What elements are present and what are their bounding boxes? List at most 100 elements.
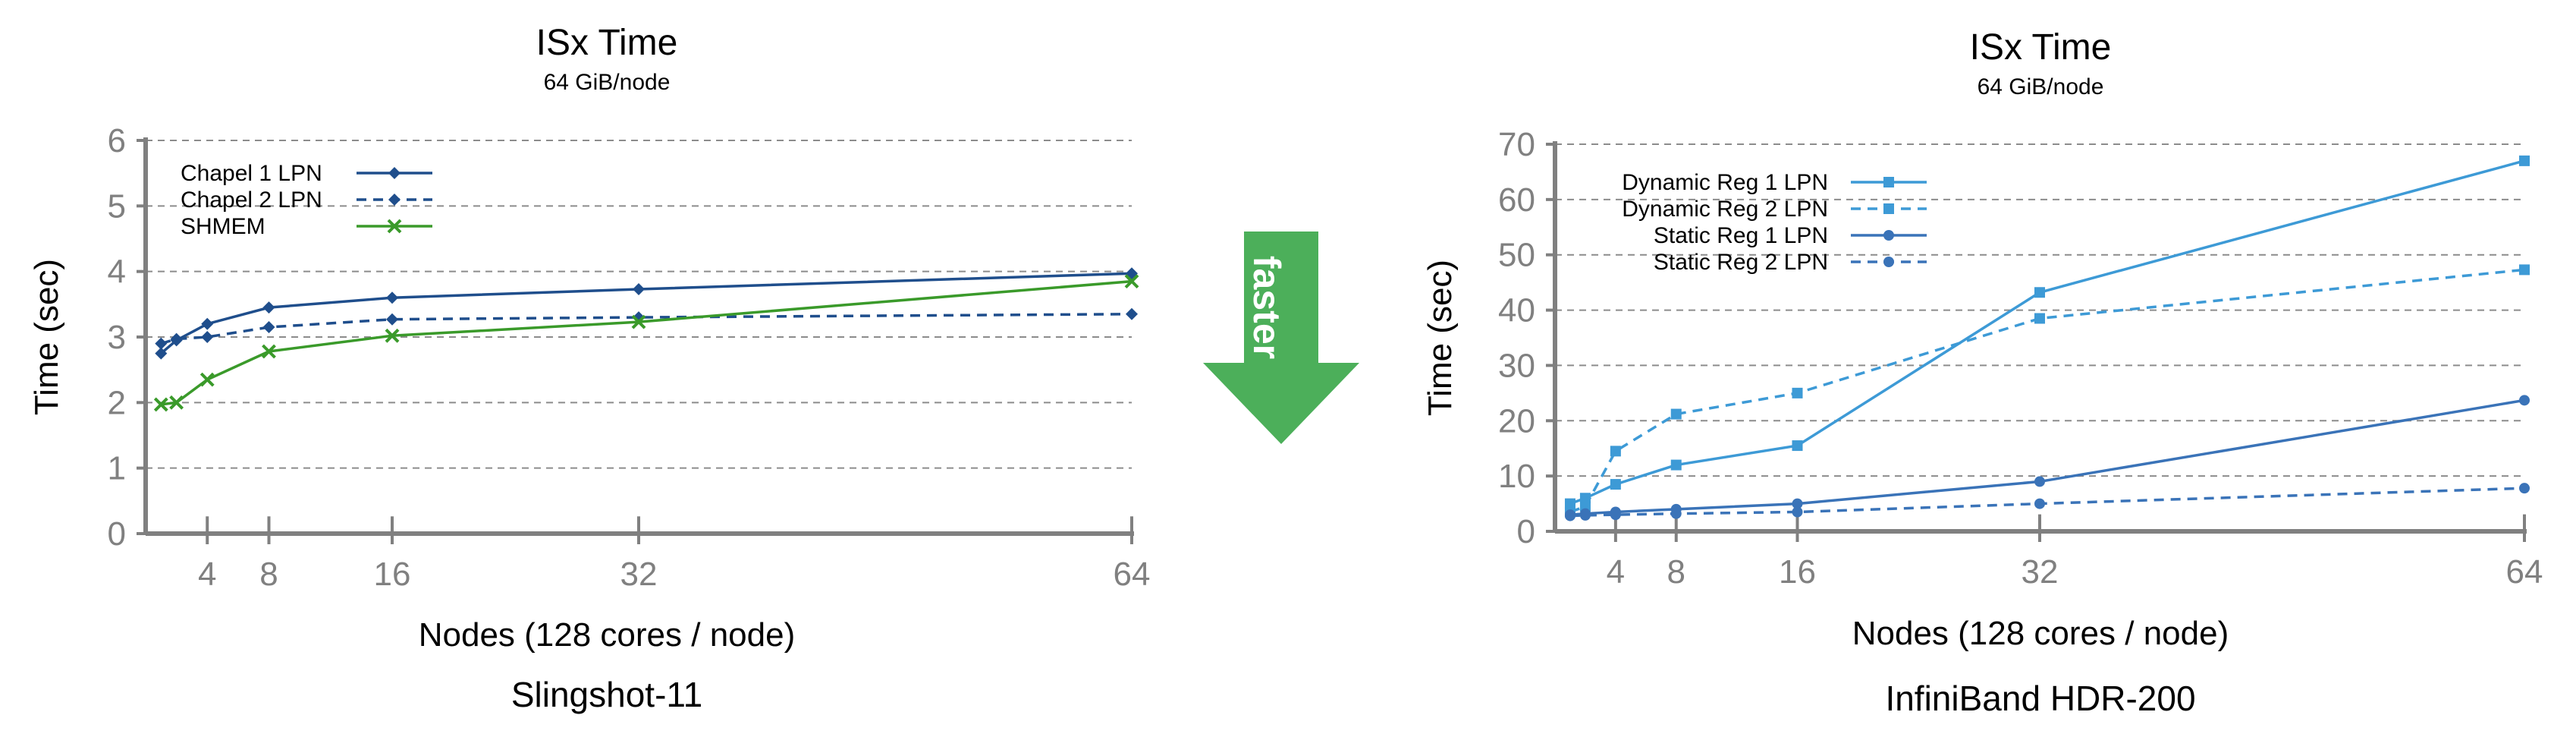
data-point-2 [262,344,276,359]
data-point-1 [1126,307,1138,320]
y-tick-label: 1 [108,450,126,487]
data-point-0 [155,347,168,360]
x-tick-label: 16 [1779,553,1816,591]
data-point-3 [1564,510,1575,521]
legend-swatch-marker [1883,230,1894,241]
data-point-0 [386,291,398,304]
x-tick-label: 64 [1114,556,1151,593]
x-tick-label: 4 [198,556,216,593]
data-point-2 [385,328,400,343]
legend-label: Dynamic Reg 1 LPN [1622,170,1828,195]
data-point-2 [631,314,646,329]
data-point-1 [1792,387,1803,399]
x-axis-label: Nodes (128 cores / node) [1852,615,2229,652]
data-point-2 [169,395,184,410]
chart-caption: Slingshot-11 [511,675,702,714]
data-point-3 [2034,498,2045,509]
x-tick-label: 64 [2506,553,2543,591]
y-tick-label: 30 [1498,347,1535,384]
legend-swatch-marker [388,194,401,206]
x-tick-label: 32 [2022,553,2059,591]
data-point-2 [153,397,168,412]
chart-subtitle: 64 GiB/node [1978,74,2104,99]
data-point-0 [1792,440,1803,452]
data-point-3 [1670,508,1682,519]
data-point-1 [262,321,275,334]
x-tick-label: 4 [1607,553,1625,591]
chart-title: ISx Time [1970,27,2112,68]
data-point-3 [1579,509,1591,521]
x-tick-label: 32 [620,556,658,593]
data-point-1 [2034,313,2045,324]
series-line-3 [1569,487,2525,518]
legend-swatch-marker [388,167,401,179]
data-point-0 [201,317,214,330]
data-point-1 [155,337,168,350]
data-point-3 [2519,483,2530,494]
chart-infiniband: ISx Time 64 GiB/node 0 10 20 30 40 50 60 70 4 8 16 32… [1422,27,2543,718]
y-tick-label: 3 [108,319,126,356]
y-tick-label: 2 [108,384,126,421]
y-axis-label: Time (sec) [1422,260,1459,416]
faster-arrow-shape [1203,232,1359,444]
legend-label: Static Reg 2 LPN [1654,250,1828,275]
data-point-0 [2519,155,2530,166]
y-tick-label: 4 [108,254,126,291]
series-line-1 [160,313,1132,345]
y-tick-label: 60 [1498,181,1535,219]
data-point-3 [1610,509,1621,521]
legend-label: Static Reg 1 LPN [1654,223,1828,248]
chart-title: ISx Time [536,23,678,63]
x-tick-label: 8 [259,556,278,593]
data-point-2 [1124,274,1139,289]
chart-subtitle: 64 GiB/node [544,70,671,95]
y-axis-label: Time (sec) [28,259,65,415]
data-point-2 [2034,476,2045,487]
data-point-0 [1610,479,1621,490]
data-point-2 [199,372,215,387]
data-point-0 [262,301,275,314]
legend-label: SHMEM [181,214,265,239]
series-line-0 [160,272,1132,354]
x-tick-label: 16 [374,556,411,593]
series-line-2 [161,279,1132,406]
y-tick-label: 6 [108,122,126,159]
y-tick-label: 0 [108,515,126,553]
legend-label: Chapel 2 LPN [181,187,322,213]
y-tick-label: 10 [1498,458,1535,495]
faster-arrow: faster [1203,232,1359,444]
y-tick-label: 0 [1517,513,1535,550]
data-point-0 [1670,459,1682,471]
data-point-1 [1610,446,1621,457]
data-point-1 [1670,408,1682,420]
data-point-2 [1792,498,1803,509]
legend-swatch-marker [387,219,402,234]
chart-caption: InfiniBand HDR-200 [1885,679,2195,718]
legend-label: Chapel 1 LPN [181,161,322,186]
faster-arrow-label: faster [1246,256,1288,359]
legend-label: Dynamic Reg 2 LPN [1622,197,1828,222]
y-tick-label: 5 [108,187,126,225]
data-point-3 [1792,506,1803,518]
legend-swatch-marker [1883,257,1894,267]
legend-swatch-marker [1883,177,1894,187]
data-point-0 [633,282,645,295]
x-axis-label: Nodes (128 cores / node) [419,616,796,654]
data-point-1 [170,332,183,345]
data-point-1 [201,331,214,343]
data-point-1 [2519,264,2530,276]
x-tick-label: 8 [1667,553,1685,591]
data-point-2 [2519,395,2530,406]
data-point-1 [386,313,398,326]
data-point-0 [1564,498,1575,509]
y-tick-label: 50 [1498,237,1535,274]
series-line-2 [1569,399,2525,516]
data-point-0 [2034,287,2045,298]
y-tick-label: 20 [1498,402,1535,439]
y-tick-label: 70 [1498,126,1535,163]
